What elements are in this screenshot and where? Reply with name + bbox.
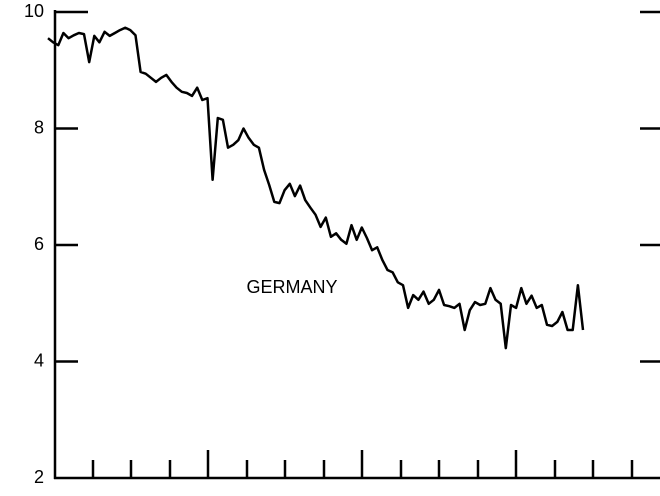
axes [53, 10, 660, 480]
y-tick-label: 6 [34, 234, 44, 254]
y-tick-label: 10 [24, 1, 44, 21]
annotation: GERMANY [246, 277, 337, 297]
y-tick-label: 4 [34, 350, 44, 370]
data-line [47, 26, 585, 350]
y-tick-label: 8 [34, 117, 44, 137]
y-tick-label: 2 [34, 467, 44, 487]
